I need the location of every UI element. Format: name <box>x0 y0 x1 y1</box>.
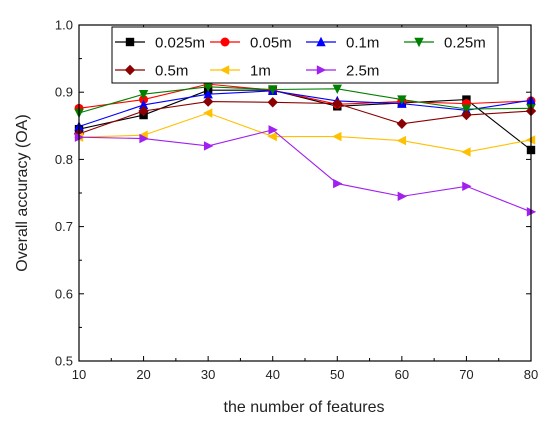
legend-label: 0.1m <box>346 35 379 52</box>
data-point <box>397 95 407 105</box>
legend: 0.025m 0.05m 0.1m 0.25m 0.5m 1m 2.5m <box>111 26 499 84</box>
data-point <box>396 118 408 129</box>
data-point <box>139 133 149 144</box>
x-tick-label: 50 <box>330 367 344 382</box>
legend-label: 1m <box>250 63 271 80</box>
y-tick-label: 1.0 <box>55 18 73 33</box>
series-line <box>78 86 532 114</box>
data-point <box>332 84 342 95</box>
legend-marker <box>125 37 135 47</box>
series-line <box>78 112 532 153</box>
data-point <box>138 105 149 117</box>
data-point <box>138 99 149 110</box>
data-point <box>139 95 149 105</box>
data-point <box>332 98 343 109</box>
x-tick-label: 80 <box>524 367 538 382</box>
data-point <box>202 96 214 107</box>
data-point <box>397 191 408 202</box>
legend-label: 0.25m <box>444 35 486 52</box>
legend-item-0.25m: 0.25m <box>404 35 486 52</box>
y-tick-label: 0.6 <box>55 286 73 301</box>
legend-item-1m: 1m <box>210 63 271 80</box>
legend-box <box>111 26 499 84</box>
legend-label: 0.025m <box>155 35 205 52</box>
data-point <box>332 131 342 142</box>
data-point <box>462 181 472 191</box>
legend-label: 0.05m <box>250 35 292 52</box>
data-point <box>267 131 277 142</box>
data-point <box>203 82 213 93</box>
series-0.25m <box>74 82 536 119</box>
x-tick-label: 60 <box>395 367 409 382</box>
legend-label: 2.5m <box>346 63 379 80</box>
data-point <box>267 97 278 108</box>
legend-item-0.1m: 0.1m <box>306 35 379 52</box>
legend-marker <box>316 65 327 75</box>
data-point <box>203 141 214 151</box>
data-point <box>396 135 407 146</box>
x-tick-label: 30 <box>201 367 215 382</box>
data-point <box>203 89 213 99</box>
series-line <box>78 90 532 127</box>
y-tick-label: 0.5 <box>55 354 73 369</box>
legend-marker <box>219 65 230 75</box>
legend-item-0.5m: 0.5m <box>115 63 188 80</box>
series-line <box>78 101 532 135</box>
data-point <box>461 104 472 115</box>
y-tick-label: 0.7 <box>55 219 73 234</box>
x-tick-label: 70 <box>459 367 473 382</box>
legend-item-0.05m: 0.05m <box>210 35 292 52</box>
x-axis-title: the number of features <box>224 399 385 416</box>
data-point <box>202 108 213 118</box>
legend-item-2.5m: 2.5m <box>306 63 379 80</box>
legend-label: 0.5m <box>155 63 188 80</box>
data-point <box>461 109 472 121</box>
x-tick-label: 40 <box>265 367 279 382</box>
series-line <box>78 83 532 109</box>
legend-marker <box>414 37 424 48</box>
data-point <box>333 178 343 189</box>
legend-marker <box>316 36 326 47</box>
y-tick-label: 0.8 <box>55 152 73 167</box>
x-tick-label: 10 <box>72 367 86 382</box>
legend-marker <box>124 64 136 76</box>
legend-item-0.025m: 0.025m <box>115 35 205 52</box>
series-line <box>78 129 532 213</box>
y-tick-label: 0.9 <box>55 85 73 100</box>
series-2.5m <box>74 125 537 217</box>
data-point <box>461 147 471 157</box>
data-point <box>138 90 149 100</box>
data-point <box>268 85 278 95</box>
y-axis-title: Overall accuracy (OA) <box>14 114 31 271</box>
legend-marker <box>220 37 230 47</box>
data-point <box>268 125 278 135</box>
series-line <box>78 89 532 151</box>
x-tick-label: 20 <box>136 367 150 382</box>
